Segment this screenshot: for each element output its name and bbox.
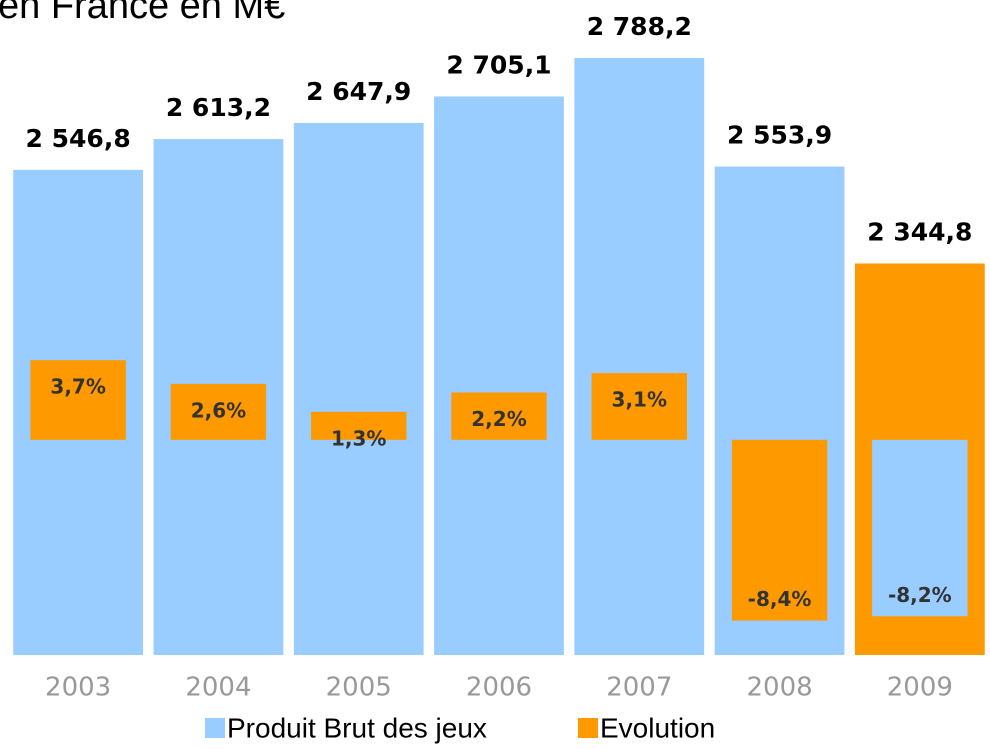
bar [591, 373, 687, 440]
x-tick-label: 2006 [466, 673, 532, 703]
data-label: 3,1% [612, 388, 667, 412]
bar [170, 383, 267, 440]
legend-label: Evolution [600, 712, 715, 743]
data-label: 2 553,9 [727, 121, 832, 150]
data-label: 2 788,2 [587, 12, 692, 41]
bar [731, 439, 828, 621]
bar [872, 439, 968, 617]
data-label: 2 647,9 [306, 77, 411, 106]
x-tick-label: 2005 [326, 673, 392, 703]
data-label: 2,2% [471, 407, 526, 431]
bar [30, 360, 126, 440]
x-tick-label: 2007 [606, 673, 672, 703]
bar [451, 392, 547, 440]
legend-label: Produit Brut des jeux [227, 712, 487, 743]
data-label: 2 344,8 [867, 217, 972, 246]
bar [311, 411, 407, 440]
data-label: -8,4% [748, 587, 812, 611]
legend-swatch [205, 718, 225, 738]
bar [293, 122, 424, 656]
bar [434, 96, 564, 656]
chart-title: en France en M€ [0, 0, 285, 27]
data-label: 2 546,8 [26, 124, 131, 153]
x-tick-label: 2009 [887, 673, 953, 703]
legend-swatch [578, 718, 598, 738]
bar [574, 57, 705, 655]
data-label: 3,7% [50, 375, 105, 399]
x-tick-label: 2003 [45, 673, 111, 703]
data-label: 1,3% [331, 426, 386, 450]
data-label: -8,2% [888, 583, 952, 607]
data-label: 2,6% [191, 398, 246, 422]
data-label: 2 705,1 [446, 50, 551, 79]
data-label: 2 613,2 [166, 93, 271, 122]
x-tick-label: 2008 [746, 673, 812, 703]
x-tick-label: 2004 [185, 673, 251, 703]
